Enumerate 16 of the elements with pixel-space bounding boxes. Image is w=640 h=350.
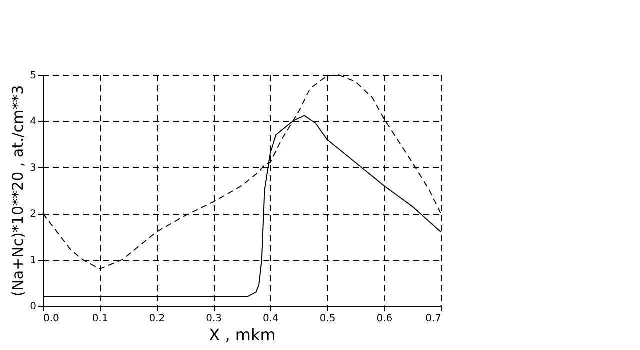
x-tick-label: 0.4: [262, 314, 279, 324]
y-tick-label: 3: [30, 162, 36, 174]
x-tick-label: 0.2: [149, 314, 166, 324]
y-tick-label: 2: [30, 209, 36, 220]
x-tick-label: 0.3: [206, 314, 222, 324]
y-tick-label: 4: [30, 116, 36, 128]
y-tick-label: 0: [30, 302, 36, 312]
x-tick-label: 0.6: [376, 314, 393, 324]
y-tick-label: 5: [30, 70, 36, 82]
x-tick-label: 0.1: [92, 314, 108, 324]
x-tick-label: 0.5: [320, 314, 336, 324]
y-axis-title: (Na+Nc)*10**20 , at./cm**3: [9, 85, 28, 297]
x-tick-label: 0.0: [44, 314, 60, 324]
y-tick-label: 1: [30, 255, 36, 266]
x-tick-label: 0.7: [426, 314, 442, 324]
x-axis-title: X , mkm: [209, 326, 276, 344]
